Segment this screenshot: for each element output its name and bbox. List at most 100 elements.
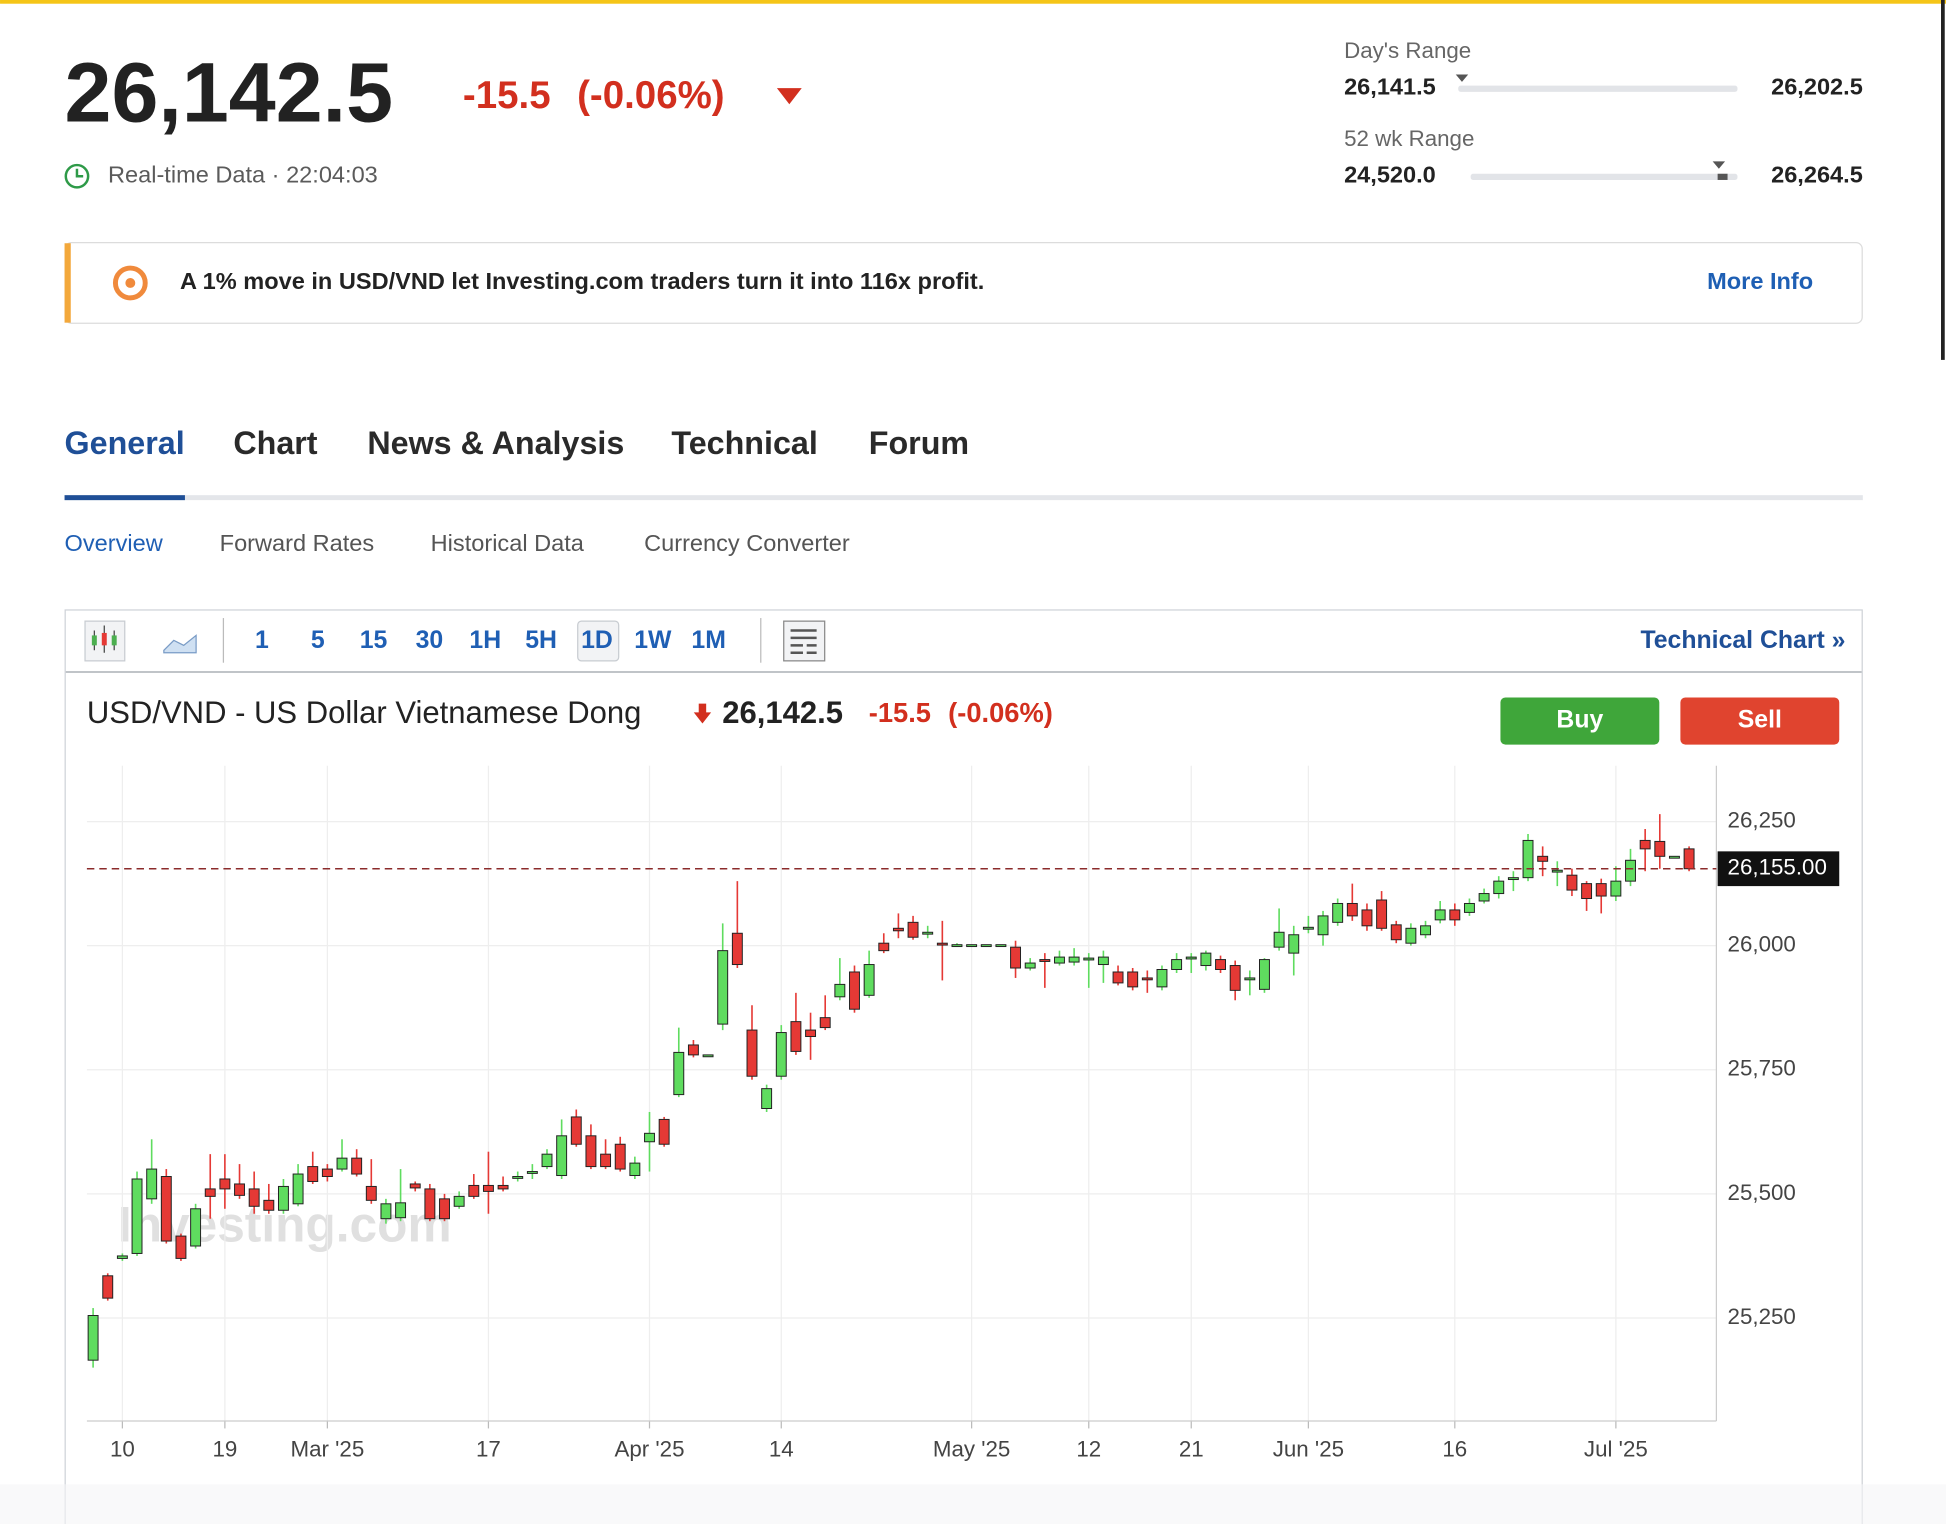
candle-body bbox=[1054, 956, 1065, 964]
candle-body bbox=[424, 1188, 436, 1220]
candle-body bbox=[717, 950, 729, 1025]
candle-body bbox=[673, 1051, 685, 1096]
candle-body bbox=[892, 927, 904, 932]
change-pct: (-0.06%) bbox=[577, 74, 725, 117]
candle-body bbox=[468, 1184, 480, 1197]
down-arrow bbox=[776, 88, 802, 105]
candle-body bbox=[497, 1184, 509, 1190]
tab[interactable]: Technical bbox=[671, 425, 817, 461]
area-tool[interactable] bbox=[163, 634, 197, 654]
chart-change: -15.5 bbox=[869, 697, 931, 728]
candle-body bbox=[1317, 915, 1329, 936]
candle-icon bbox=[91, 635, 97, 646]
interval[interactable]: 15 bbox=[360, 627, 388, 654]
interval[interactable]: 1M bbox=[691, 627, 725, 654]
x-tick-label: 19 bbox=[212, 1437, 237, 1462]
candle-body bbox=[1127, 971, 1139, 988]
candle-body bbox=[600, 1153, 612, 1168]
candle-body bbox=[1390, 924, 1402, 941]
x-tick-label: 12 bbox=[1076, 1437, 1101, 1462]
candle-body bbox=[1507, 877, 1519, 881]
x-tick-label: Apr '25 bbox=[614, 1437, 684, 1462]
subtab[interactable]: Currency Converter bbox=[644, 530, 850, 556]
y-tick-label: 25,750 bbox=[1728, 1056, 1796, 1081]
candle-body bbox=[775, 1032, 787, 1077]
interval[interactable]: 1D bbox=[581, 627, 613, 654]
candle-body bbox=[1625, 859, 1636, 882]
interval[interactable]: 1W bbox=[634, 627, 672, 654]
candle-body bbox=[834, 983, 846, 998]
banner-text: A 1% move in USD/VND let Investing.com t… bbox=[180, 268, 984, 294]
interval[interactable]: 5H bbox=[525, 627, 557, 654]
candle-body bbox=[1229, 965, 1241, 991]
layout-icon bbox=[790, 629, 817, 655]
candle-body bbox=[351, 1157, 363, 1175]
x-tick-label: 14 bbox=[769, 1437, 794, 1462]
tab[interactable]: Chart bbox=[233, 425, 317, 461]
candle-body bbox=[1566, 874, 1578, 891]
buy-button[interactable] bbox=[1500, 697, 1660, 745]
more-info[interactable]: More Info bbox=[1707, 268, 1813, 294]
candle-body bbox=[819, 1017, 831, 1029]
tab[interactable]: Forum bbox=[869, 425, 969, 461]
candle-body bbox=[482, 1184, 494, 1192]
candle-body bbox=[1097, 956, 1109, 966]
candle-body bbox=[453, 1195, 465, 1207]
sell-button[interactable] bbox=[1680, 697, 1840, 745]
candle-body bbox=[1478, 893, 1490, 902]
candle-body bbox=[1346, 902, 1358, 917]
days-range-label: Day's Range bbox=[1344, 38, 1471, 63]
candle-body bbox=[365, 1185, 377, 1201]
tab[interactable]: General bbox=[65, 425, 185, 461]
subtab[interactable]: Overview bbox=[65, 530, 164, 556]
technical-chart-link[interactable]: Technical Chart » bbox=[1640, 627, 1845, 654]
x-tick-label: Mar '25 bbox=[290, 1437, 364, 1462]
plot: Investing.com25,25025,50025,75026,00026,… bbox=[86, 765, 1840, 1462]
candle-body bbox=[966, 944, 978, 948]
y-tick-label: 26,250 bbox=[1728, 807, 1796, 832]
tab[interactable]: News & Analysis bbox=[367, 425, 624, 461]
sell-label[interactable]: Sell bbox=[1738, 707, 1782, 734]
chart-title: USD/VND - US Dollar Vietnamese Dong bbox=[87, 695, 641, 730]
candle-body bbox=[1405, 927, 1417, 944]
interval[interactable]: 30 bbox=[416, 627, 444, 654]
candle-body bbox=[1112, 971, 1124, 984]
candle-body bbox=[439, 1198, 450, 1220]
x-tick-label: 10 bbox=[110, 1437, 135, 1462]
interval[interactable]: 5 bbox=[311, 627, 325, 654]
layout-tool[interactable] bbox=[783, 620, 826, 662]
candle-body bbox=[1244, 977, 1256, 981]
candle-body bbox=[1420, 925, 1431, 936]
candle-body bbox=[1083, 957, 1095, 961]
interval-active bbox=[577, 620, 620, 662]
candle-body bbox=[409, 1183, 421, 1189]
candle-body bbox=[1010, 946, 1022, 969]
candle-body bbox=[1273, 931, 1285, 948]
subtab[interactable]: Forward Rates bbox=[220, 530, 375, 556]
top-bar bbox=[0, 0, 1946, 4]
interval[interactable]: 1 bbox=[255, 627, 269, 654]
bottom-fade bbox=[0, 1484, 1946, 1524]
candle-body bbox=[1595, 883, 1607, 897]
interval[interactable]: 1H bbox=[469, 627, 501, 654]
candle-body bbox=[980, 944, 992, 948]
candle-body bbox=[1683, 848, 1695, 870]
subtab[interactable]: Historical Data bbox=[431, 530, 585, 556]
candle-body bbox=[541, 1153, 553, 1168]
current-price-label: 26,155.00 bbox=[1728, 855, 1827, 880]
realtime: Real-time Data · 22:04:03 bbox=[108, 161, 378, 187]
tab-rule bbox=[64, 495, 1863, 501]
candle-body bbox=[1522, 839, 1534, 879]
wk52-range-label: 52 wk Range bbox=[1344, 126, 1474, 151]
clock-hand bbox=[75, 168, 84, 178]
candle-body bbox=[746, 1029, 758, 1077]
subtabs: Overview Forward Rates Historical Data C… bbox=[65, 530, 850, 556]
candle-body bbox=[761, 1088, 773, 1109]
buy-label[interactable]: Buy bbox=[1556, 707, 1603, 734]
chart-panel bbox=[64, 609, 1863, 1524]
candle-body bbox=[1068, 956, 1080, 963]
candle-body bbox=[570, 1116, 582, 1145]
candle-body bbox=[1434, 909, 1446, 921]
range-marker bbox=[1455, 74, 1469, 82]
